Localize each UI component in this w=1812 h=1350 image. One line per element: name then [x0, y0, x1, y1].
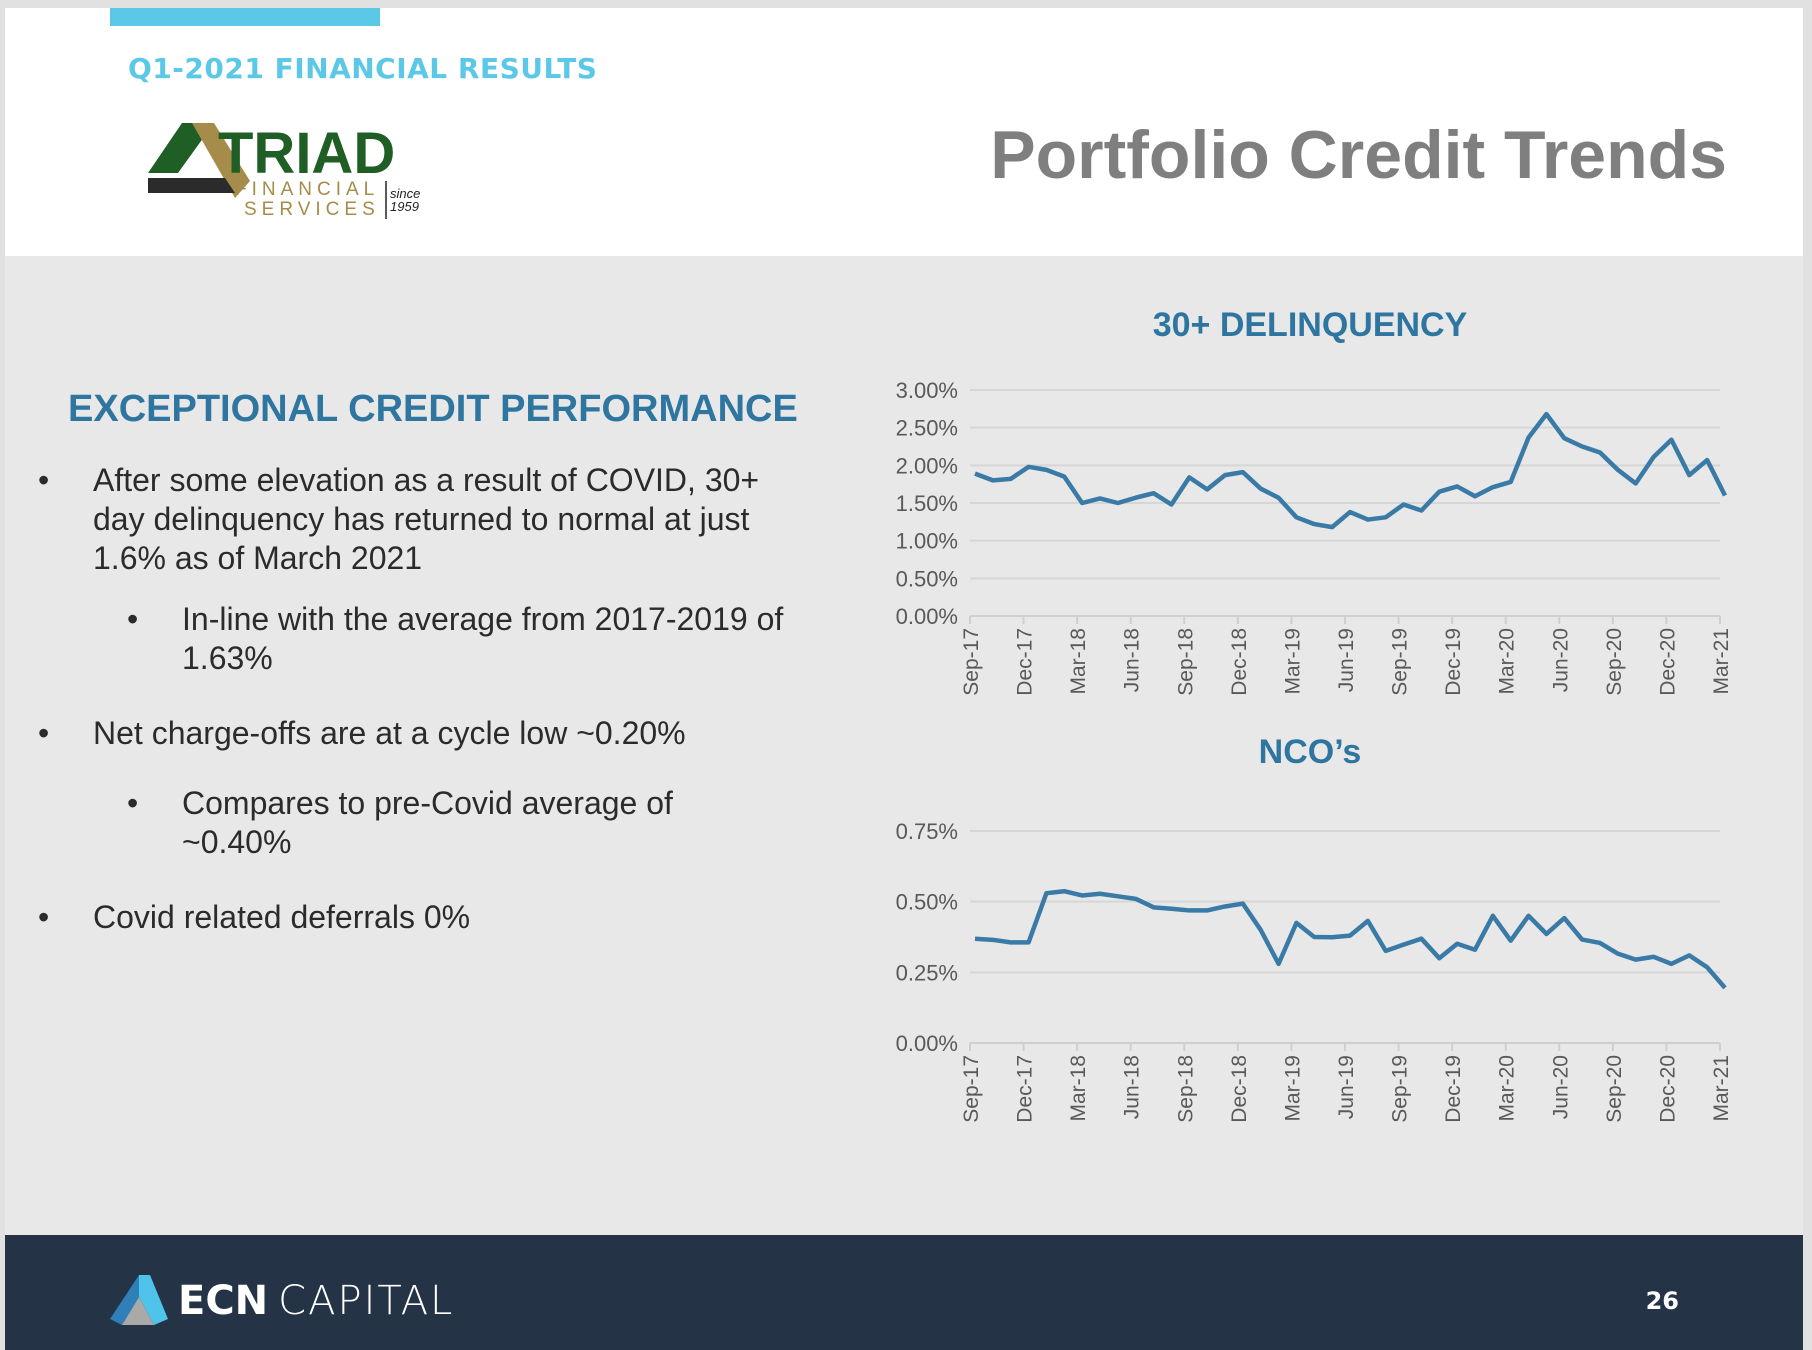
- x-tick-label: Sep-18: [1174, 628, 1197, 696]
- svg-text:since: since: [390, 186, 420, 201]
- bullet-text: Net charge-offs are at a cycle low ~0.20…: [93, 715, 686, 751]
- footer: ECN CAPITAL 26: [5, 1235, 1803, 1350]
- svg-text:FINANCIAL: FINANCIAL: [235, 179, 379, 200]
- x-tick-label: Dec-19: [1442, 1055, 1465, 1123]
- bullet-icon: •: [38, 899, 50, 935]
- bullet-text: Covid related deferrals 0%: [93, 899, 471, 935]
- x-tick-label: Sep-20: [1603, 628, 1626, 696]
- x-tick-label: Mar-20: [1496, 628, 1519, 695]
- y-tick-label: 0.00%: [896, 604, 958, 629]
- bullet-icon: •: [127, 601, 139, 637]
- x-tick-label: Sep-17: [960, 628, 983, 696]
- x-tick-label: Jun-20: [1549, 628, 1572, 692]
- bullet-icon: •: [38, 715, 50, 751]
- x-tick-label: Dec-20: [1656, 628, 1679, 696]
- bullet-text: After some elevation as a result of COVI…: [93, 462, 760, 576]
- slide: Q1-2021 FINANCIAL RESULTS TRIAD FINANCIA…: [5, 8, 1803, 1350]
- x-tick-label: Dec-20: [1656, 1055, 1679, 1123]
- x-tick-label: Jun-19: [1335, 1055, 1358, 1119]
- x-tick-label: Sep-18: [1174, 1055, 1197, 1123]
- x-tick-label: Sep-19: [1389, 1055, 1412, 1123]
- y-tick-label: 0.50%: [896, 890, 958, 915]
- accent-bar: [110, 8, 380, 26]
- bullet-item: • Net charge-offs are at a cycle low ~0.2…: [38, 714, 813, 753]
- page-title: Portfolio Credit Trends: [990, 117, 1727, 193]
- brand-bold: ECN: [178, 1278, 269, 1324]
- svg-text:SERVICES: SERVICES: [244, 199, 380, 220]
- y-tick-label: 2.00%: [896, 453, 958, 478]
- series-line: [974, 411, 1728, 530]
- bullet-text: In-line with the average from 2017-2019 …: [182, 601, 784, 676]
- x-tick-label: Mar-19: [1281, 628, 1304, 695]
- x-tick-label: Dec-19: [1442, 628, 1465, 696]
- bullet-text: Compares to pre-Covid average of ~0.40%: [182, 785, 673, 860]
- nco-chart: 0.00% 0.25% 0.50% 0.75% Sep-17 Dec-17 Mar-18 Ju…: [896, 819, 1733, 1123]
- x-tick-label: Mar-21: [1710, 628, 1733, 695]
- y-tick-label: 3.00%: [896, 378, 958, 403]
- ecn-capital-logo: ECN CAPITAL: [110, 1275, 454, 1327]
- x-tick-label: Dec-18: [1228, 1055, 1251, 1123]
- y-tick-label: 0.50%: [896, 566, 958, 591]
- x-tick-label: Sep-17: [960, 1055, 983, 1123]
- triad-logo: TRIAD FINANCIAL SERVICES since 1959: [148, 123, 420, 220]
- svg-text:1959: 1959: [390, 199, 419, 214]
- x-tick-label: Dec-17: [1014, 1055, 1037, 1123]
- x-tick-label: Jun-20: [1549, 1055, 1572, 1119]
- page-number: 26: [1645, 1287, 1679, 1315]
- bullet-item: • After some elevation as a result of COV…: [38, 461, 813, 578]
- x-tick-label: Dec-18: [1228, 628, 1251, 696]
- report-kicker: Q1-2021 FINANCIAL RESULTS: [128, 52, 598, 85]
- y-tick-label: 1.00%: [896, 529, 958, 554]
- y-tick-label: 0.75%: [896, 819, 958, 844]
- nco-chart-title: NCO’s: [1258, 733, 1362, 771]
- bullet-icon: •: [38, 462, 50, 498]
- delinquency-chart-title: 30+ DELINQUENCY: [1152, 306, 1468, 344]
- series-line: [974, 888, 1727, 990]
- svg-text:TRIAD: TRIAD: [218, 123, 395, 186]
- y-tick-label: 1.50%: [896, 491, 958, 516]
- slide-header: Q1-2021 FINANCIAL RESULTS TRIAD FINANCIA…: [5, 8, 1803, 256]
- delinquency-chart: 0.00% 0.50% 1.00% 1.50% 2.00% 2.50% 3.00% Sep-1…: [896, 378, 1733, 696]
- y-tick-label: 2.50%: [896, 416, 958, 441]
- x-tick-label: Jun-18: [1121, 1055, 1144, 1119]
- x-tick-label: Jun-18: [1121, 628, 1144, 692]
- ecn-triangle-icon: [110, 1275, 168, 1325]
- x-tick-label: Mar-18: [1067, 628, 1090, 695]
- x-tick-label: Jun-19: [1335, 628, 1358, 692]
- x-tick-label: Mar-20: [1496, 1055, 1519, 1122]
- x-tick-label: Mar-18: [1067, 1055, 1090, 1122]
- bullet-icon: •: [127, 785, 139, 821]
- sub-bullet-item: • In-line with the average from 2017-2019…: [127, 600, 822, 678]
- x-tick-label: Sep-19: [1389, 628, 1412, 696]
- section-heading: EXCEPTIONAL CREDIT PERFORMANCE: [68, 388, 798, 430]
- y-tick-label: 0.25%: [896, 960, 958, 985]
- x-tick-label: Mar-19: [1281, 1055, 1304, 1122]
- brand-light: CAPITAL: [278, 1278, 455, 1324]
- bullet-item: • Covid related deferrals 0%: [38, 898, 813, 937]
- x-tick-label: Sep-20: [1603, 1055, 1626, 1123]
- y-tick-label: 0.00%: [896, 1031, 958, 1056]
- x-tick-label: Dec-17: [1014, 628, 1037, 696]
- x-tick-label: Mar-21: [1710, 1055, 1733, 1122]
- sub-bullet-item: • Compares to pre-Covid average of ~0.40%: [127, 784, 782, 862]
